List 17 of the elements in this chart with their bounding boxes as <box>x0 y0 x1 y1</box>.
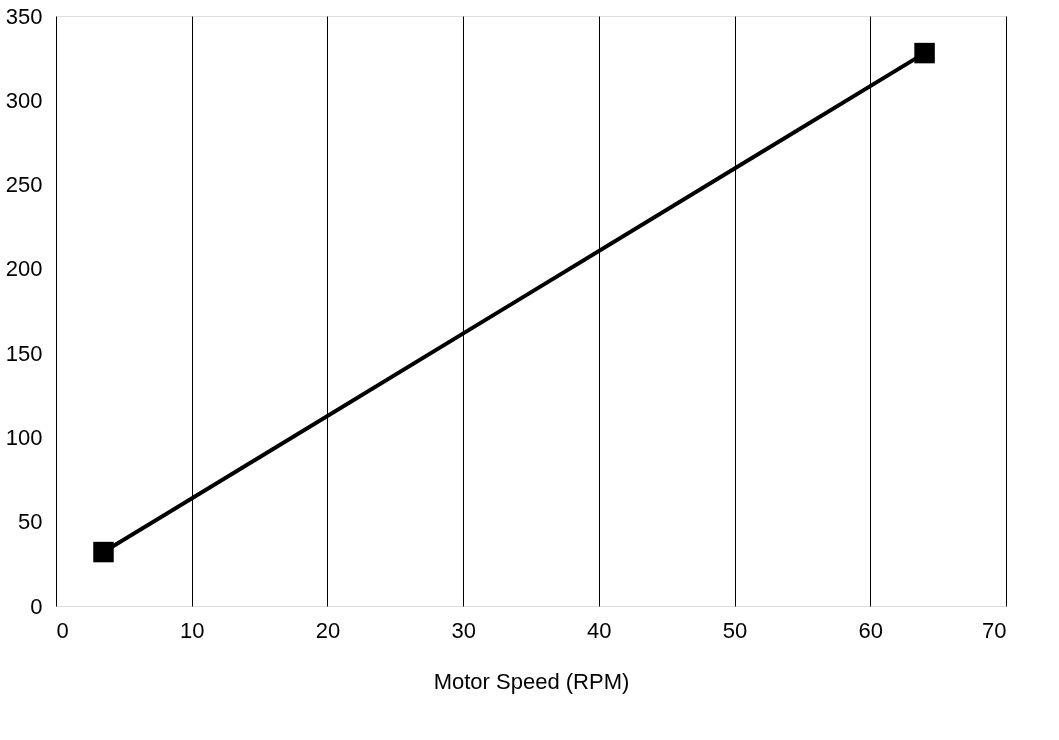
x-tick-label: 10 <box>179 617 205 643</box>
y-tick-label: 200 <box>5 256 43 282</box>
y-tick-label: 50 <box>18 509 43 535</box>
x-tick-label: 30 <box>451 617 476 643</box>
y-tick-label: 100 <box>5 424 43 450</box>
y-tick-label: 250 <box>5 172 43 198</box>
x-tick-label: 50 <box>722 617 748 643</box>
y-tick-label: 350 <box>5 3 43 29</box>
x-axis-title: Motor Speed (RPM) <box>433 668 630 694</box>
x-tick-label: 60 <box>858 617 884 643</box>
y-tick-label: 150 <box>5 340 43 366</box>
x-tick-label: 40 <box>587 617 612 643</box>
y-tick-label: 0 <box>30 593 43 619</box>
x-tick-label: 0 <box>56 617 69 643</box>
y-tick-label: 300 <box>5 87 43 113</box>
x-tick-label: 70 <box>982 617 1007 643</box>
x-tick-label: 20 <box>315 617 341 643</box>
